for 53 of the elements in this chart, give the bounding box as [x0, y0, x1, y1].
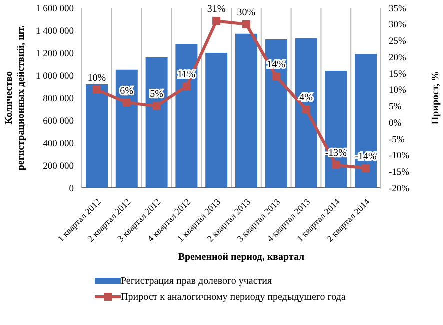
bar: [325, 71, 348, 188]
point: [212, 17, 221, 26]
data-label: 6%: [120, 86, 134, 97]
y2-tick-label: 10%: [389, 86, 406, 96]
y-tick-label: 400 000: [43, 139, 74, 150]
data-label: -14%: [355, 151, 377, 162]
y-tick-label: 0: [69, 184, 74, 194]
y-tick-label: 1 600 000: [36, 4, 74, 14]
y-tick-label: 1 400 000: [36, 26, 74, 37]
y-tick-label: 600 000: [43, 116, 74, 127]
point: [92, 86, 101, 94]
point: [182, 82, 191, 91]
y2-tick-label: 15%: [389, 70, 406, 80]
y2-tick-label: 20%: [389, 53, 406, 64]
y2-tick-label: -10%: [389, 152, 410, 162]
point: [302, 105, 310, 114]
bar: [176, 44, 198, 188]
bar: [236, 34, 258, 188]
data-label: 31%: [207, 4, 226, 16]
y2-tick-label: 25%: [389, 37, 406, 48]
x-axis-title: Временной период, квартал: [177, 252, 306, 263]
data-label: 5%: [150, 89, 164, 100]
y-axis-title: Количество регистрационных действий, шт.: [4, 24, 27, 171]
bar: [265, 40, 288, 188]
data-label: 10%: [88, 72, 106, 84]
point: [332, 161, 340, 170]
legend-label: Прирост к аналогичному периоду предыдушего года: [121, 292, 346, 302]
data-label: 4%: [300, 92, 313, 104]
y2-tick-label: -20%: [389, 184, 410, 194]
y2-tick-label: -15%: [389, 168, 410, 178]
bar: [206, 53, 228, 188]
bar: [355, 54, 378, 188]
y2-tick-label: -5%: [389, 135, 405, 146]
y2-tick-label: 5%: [389, 102, 402, 113]
data-label: 30%: [237, 7, 256, 18]
point: [362, 164, 370, 172]
point: [122, 98, 131, 107]
y-tick-label: 1 200 000: [36, 49, 74, 60]
y-tick-label: 200 000: [43, 162, 74, 172]
y2-tick-label: 30%: [389, 20, 406, 31]
y2-tick-label: 35%: [389, 4, 406, 14]
bar: [146, 58, 168, 188]
point: [272, 72, 280, 81]
bar: [86, 84, 108, 188]
y-tick-label: 800 000: [43, 94, 74, 104]
legend-label: Регистрация прав долевого участия: [121, 276, 272, 286]
y2-tick-label: 0%: [389, 118, 402, 129]
point: [242, 20, 250, 28]
y-tick-label: 1 000 000: [36, 72, 74, 82]
bar: [116, 70, 138, 188]
point: [152, 102, 161, 110]
y2-axis-title: Прирост, %: [430, 71, 442, 125]
bar: [295, 38, 318, 188]
